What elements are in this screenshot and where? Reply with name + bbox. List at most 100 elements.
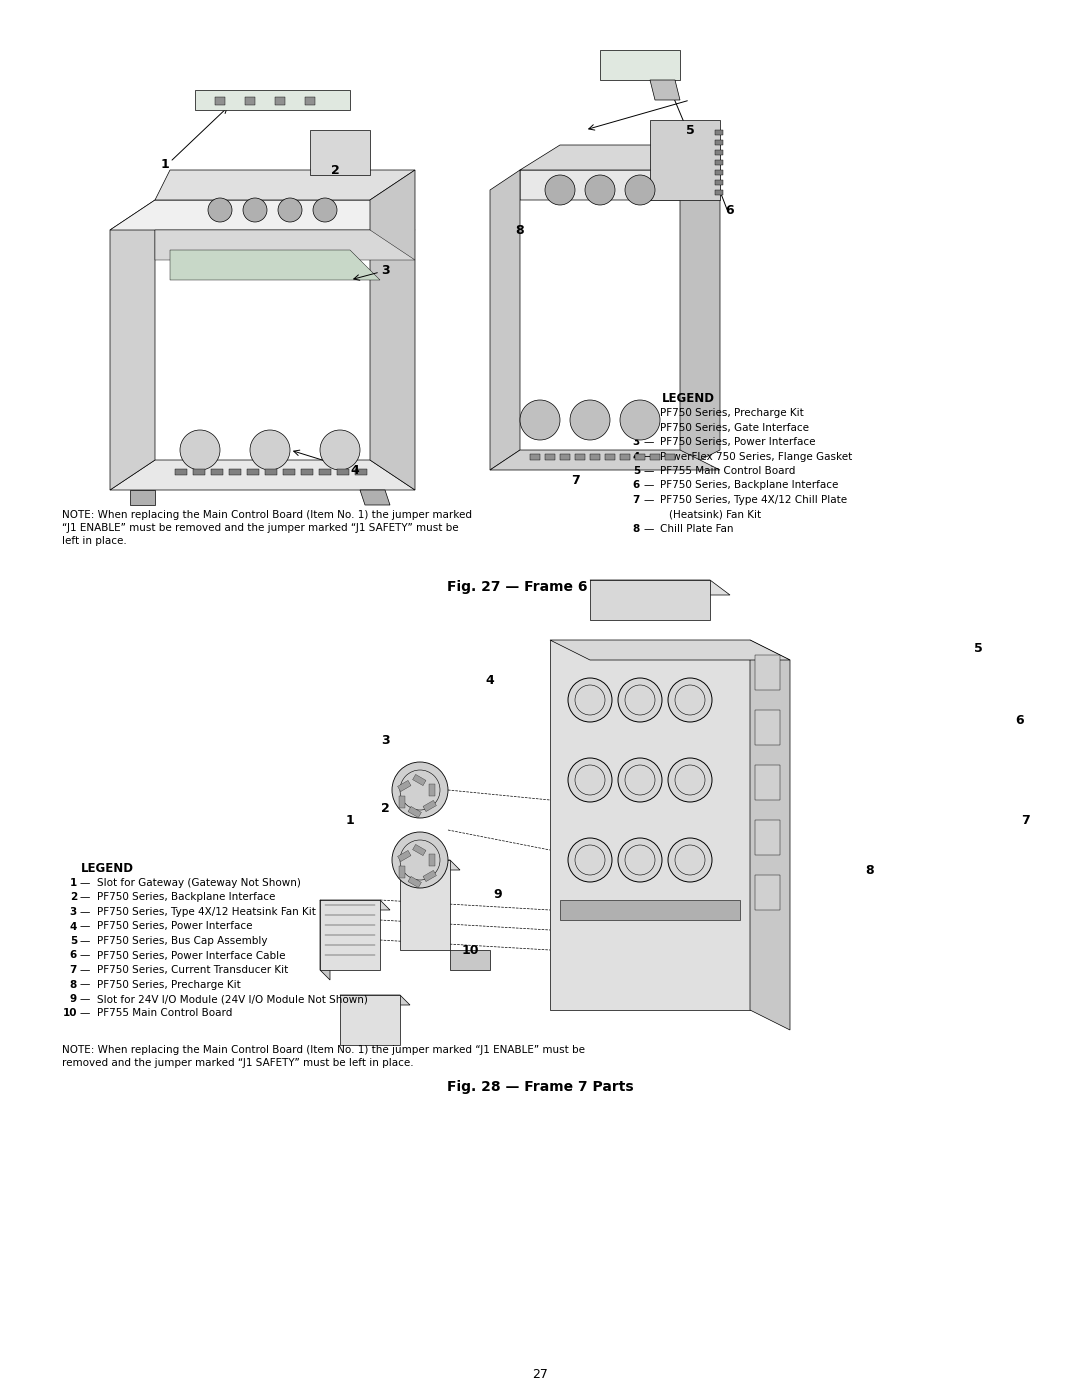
- Polygon shape: [340, 995, 400, 1045]
- Polygon shape: [590, 580, 710, 620]
- Polygon shape: [310, 130, 370, 175]
- Polygon shape: [320, 900, 390, 909]
- Polygon shape: [110, 200, 156, 490]
- Text: 8: 8: [70, 979, 77, 989]
- Text: PF750 Series, Power Interface: PF750 Series, Power Interface: [97, 922, 253, 932]
- Text: 6: 6: [1015, 714, 1024, 726]
- Polygon shape: [680, 145, 720, 469]
- Text: —: —: [80, 965, 91, 975]
- Circle shape: [568, 678, 612, 722]
- Bar: [530, 454, 540, 460]
- Text: PF755 Main Control Board: PF755 Main Control Board: [660, 467, 795, 476]
- Text: 5: 5: [686, 123, 694, 137]
- Text: NOTE: When replacing the Main Control Board (Item No. 1) the jumper marked “J1 E: NOTE: When replacing the Main Control Bo…: [62, 1045, 585, 1055]
- Text: —: —: [643, 422, 653, 433]
- Circle shape: [249, 430, 291, 469]
- Text: 6: 6: [70, 950, 77, 961]
- Circle shape: [320, 430, 360, 469]
- Text: —: —: [643, 481, 653, 490]
- Circle shape: [618, 678, 662, 722]
- Polygon shape: [550, 640, 789, 659]
- Text: PF750 Series, Backplane Interface: PF750 Series, Backplane Interface: [97, 893, 275, 902]
- Bar: [397, 781, 411, 792]
- Text: PF750 Series, Type 4X/12 Chill Plate: PF750 Series, Type 4X/12 Chill Plate: [660, 495, 847, 504]
- Circle shape: [180, 430, 220, 469]
- Bar: [399, 796, 405, 807]
- Polygon shape: [130, 490, 156, 504]
- Text: NOTE: When replacing the Main Control Board (Item No. 1) the jumper marked: NOTE: When replacing the Main Control Bo…: [62, 510, 472, 520]
- Bar: [620, 454, 630, 460]
- Bar: [575, 454, 585, 460]
- Text: Slot for 24V I/O Module (24V I/O Module Not Shown): Slot for 24V I/O Module (24V I/O Module …: [97, 995, 368, 1004]
- Bar: [423, 870, 436, 882]
- Text: 8: 8: [866, 863, 875, 876]
- Bar: [275, 96, 285, 105]
- Text: 4: 4: [633, 451, 640, 461]
- Bar: [665, 454, 675, 460]
- Bar: [545, 454, 555, 460]
- Bar: [715, 190, 723, 196]
- Text: 2: 2: [380, 802, 390, 814]
- Text: PF755 Main Control Board: PF755 Main Control Board: [97, 1009, 232, 1018]
- Text: 3: 3: [380, 264, 389, 277]
- Circle shape: [618, 838, 662, 882]
- Text: 1: 1: [161, 158, 170, 172]
- Polygon shape: [750, 640, 789, 1030]
- Text: —: —: [80, 877, 91, 888]
- Text: —: —: [80, 907, 91, 916]
- Circle shape: [585, 175, 615, 205]
- Text: 27: 27: [532, 1368, 548, 1382]
- Polygon shape: [110, 460, 415, 490]
- Text: 3: 3: [633, 437, 640, 447]
- Text: PowerFlex 750 Series, Flange Gasket: PowerFlex 750 Series, Flange Gasket: [660, 451, 852, 461]
- Polygon shape: [156, 231, 415, 260]
- Text: 9: 9: [70, 995, 77, 1004]
- Text: PF750 Series, Current Transducer Kit: PF750 Series, Current Transducer Kit: [97, 965, 288, 975]
- Text: 7: 7: [69, 965, 77, 975]
- Text: 4: 4: [351, 464, 360, 476]
- Text: 3: 3: [70, 907, 77, 916]
- Text: —: —: [80, 950, 91, 961]
- Bar: [715, 149, 723, 155]
- Polygon shape: [490, 450, 720, 469]
- Text: 1: 1: [633, 408, 640, 418]
- Bar: [301, 469, 313, 475]
- Bar: [605, 454, 615, 460]
- Polygon shape: [519, 145, 720, 170]
- Bar: [429, 784, 435, 796]
- Text: —: —: [643, 495, 653, 504]
- Text: 7: 7: [1021, 813, 1029, 827]
- Text: —: —: [80, 1009, 91, 1018]
- Bar: [650, 454, 660, 460]
- Polygon shape: [360, 490, 390, 504]
- Bar: [337, 469, 349, 475]
- Polygon shape: [550, 640, 750, 1010]
- Circle shape: [243, 198, 267, 222]
- Text: 6: 6: [633, 481, 640, 490]
- Text: 7: 7: [633, 495, 640, 504]
- Polygon shape: [590, 580, 730, 595]
- Bar: [715, 140, 723, 145]
- Bar: [283, 469, 295, 475]
- Bar: [247, 469, 259, 475]
- Text: 10: 10: [461, 943, 478, 957]
- Polygon shape: [370, 170, 415, 490]
- Bar: [715, 161, 723, 165]
- Bar: [413, 844, 426, 855]
- Text: left in place.: left in place.: [62, 536, 126, 546]
- Polygon shape: [600, 50, 680, 80]
- Circle shape: [208, 198, 232, 222]
- Polygon shape: [400, 861, 460, 870]
- Text: —: —: [643, 437, 653, 447]
- Text: Chill Plate Fan: Chill Plate Fan: [660, 524, 733, 534]
- Bar: [355, 469, 367, 475]
- Text: 9: 9: [494, 888, 502, 901]
- Bar: [229, 469, 241, 475]
- Text: PF750 Series, Backplane Interface: PF750 Series, Backplane Interface: [660, 481, 838, 490]
- Text: 2: 2: [330, 163, 339, 176]
- Circle shape: [618, 759, 662, 802]
- Polygon shape: [650, 80, 680, 101]
- Text: PF750 Series, Precharge Kit: PF750 Series, Precharge Kit: [660, 408, 804, 418]
- Text: PF750 Series, Bus Cap Assembly: PF750 Series, Bus Cap Assembly: [97, 936, 268, 946]
- Text: —: —: [643, 524, 653, 534]
